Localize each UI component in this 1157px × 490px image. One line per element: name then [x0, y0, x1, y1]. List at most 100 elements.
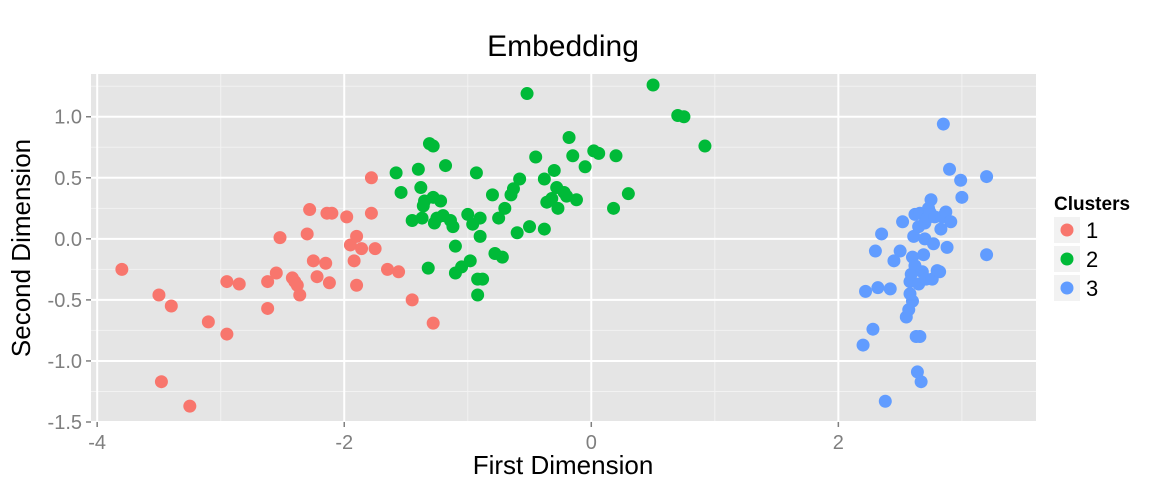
point-cluster-1	[325, 206, 339, 220]
point-cluster-2	[495, 250, 509, 264]
point-cluster-2	[698, 139, 712, 153]
point-cluster-2	[415, 211, 429, 225]
legend-label-3: 3	[1086, 276, 1098, 301]
point-cluster-2	[537, 172, 551, 186]
plot-panel	[91, 74, 1036, 422]
point-cluster-1	[322, 276, 336, 290]
point-cluster-3	[936, 117, 950, 131]
legend-swatch-2	[1060, 252, 1074, 266]
y-axis-ticks: -1.5 -1.0 -0.5 0.0 0.5 1.0	[48, 107, 91, 434]
point-cluster-3	[887, 254, 901, 268]
point-cluster-1	[340, 210, 354, 224]
point-cluster-2	[677, 110, 691, 124]
point-cluster-1	[368, 242, 382, 256]
x-axis-ticks: -4 -2 0 2	[88, 422, 844, 454]
legend-label-2: 2	[1086, 247, 1098, 272]
point-cluster-2	[473, 229, 487, 243]
point-cluster-1	[261, 275, 275, 289]
point-cluster-1	[310, 270, 324, 284]
point-cluster-3	[859, 284, 873, 298]
data-points	[115, 78, 994, 413]
point-cluster-2	[592, 146, 606, 160]
point-cluster-3	[883, 282, 897, 296]
point-cluster-3	[875, 227, 889, 241]
legend: Clusters 1 2 3	[1054, 194, 1130, 301]
point-cluster-3	[944, 215, 958, 229]
point-cluster-1	[220, 327, 234, 341]
point-cluster-1	[319, 256, 333, 270]
x-tick-label: -2	[335, 432, 353, 454]
point-cluster-3	[914, 375, 928, 389]
point-cluster-2	[545, 192, 559, 206]
point-cluster-3	[893, 244, 907, 258]
point-cluster-1	[380, 262, 394, 276]
point-cluster-2	[513, 172, 527, 186]
point-cluster-1	[293, 288, 307, 302]
point-cluster-3	[926, 237, 940, 251]
point-cluster-2	[389, 166, 403, 180]
legend-label-1: 1	[1086, 218, 1098, 243]
point-cluster-2	[560, 189, 574, 203]
point-cluster-3	[924, 193, 938, 207]
point-cluster-3	[868, 244, 882, 258]
point-cluster-2	[566, 149, 580, 163]
point-cluster-2	[463, 254, 477, 268]
point-cluster-2	[439, 159, 453, 173]
point-cluster-1	[164, 299, 178, 313]
point-cluster-3	[955, 190, 969, 204]
point-cluster-2	[562, 130, 576, 144]
point-cluster-1	[350, 278, 364, 292]
point-cluster-3	[907, 229, 921, 243]
point-cluster-1	[269, 266, 283, 280]
y-axis-label: Second Dimension	[6, 139, 36, 357]
point-cluster-1	[115, 262, 129, 276]
point-cluster-1	[392, 265, 406, 279]
point-cluster-1	[232, 277, 246, 291]
y-tick-label: 1.0	[54, 107, 82, 129]
point-cluster-2	[578, 160, 592, 174]
point-cluster-1	[290, 278, 304, 292]
point-cluster-2	[529, 150, 543, 164]
point-cluster-2	[621, 187, 635, 201]
point-cluster-2	[471, 288, 485, 302]
y-tick-label: -0.5	[48, 290, 82, 312]
point-cluster-1	[152, 288, 166, 302]
point-cluster-3	[905, 294, 919, 308]
point-cluster-1	[364, 171, 378, 185]
point-cluster-2	[609, 149, 623, 163]
point-cluster-1	[405, 293, 419, 307]
point-cluster-2	[537, 222, 551, 236]
point-cluster-3	[856, 338, 870, 352]
point-cluster-2	[411, 162, 425, 176]
point-cluster-1	[347, 254, 361, 268]
point-cluster-2	[469, 166, 483, 180]
point-cluster-2	[434, 194, 448, 208]
x-axis-label: First Dimension	[473, 450, 654, 480]
point-cluster-3	[871, 281, 885, 295]
point-cluster-1	[273, 231, 287, 245]
point-cluster-2	[646, 78, 660, 92]
point-cluster-2	[405, 214, 419, 228]
x-tick-label: 2	[833, 432, 844, 454]
point-cluster-2	[414, 181, 428, 195]
point-cluster-2	[476, 272, 490, 286]
point-cluster-2	[569, 193, 583, 207]
point-cluster-1	[355, 242, 369, 256]
point-cluster-2	[421, 261, 435, 275]
point-cluster-2	[510, 226, 524, 240]
point-cluster-1	[220, 275, 234, 289]
legend-swatch-1	[1060, 223, 1074, 237]
point-cluster-1	[183, 399, 197, 413]
point-cluster-3	[878, 394, 892, 408]
x-tick-label: -4	[88, 432, 106, 454]
point-cluster-3	[980, 170, 994, 184]
point-cluster-2	[506, 182, 520, 196]
point-cluster-1	[300, 227, 314, 241]
point-cluster-2	[426, 139, 440, 153]
point-cluster-3	[940, 240, 954, 254]
point-cluster-3	[980, 248, 994, 262]
point-cluster-2	[473, 211, 487, 225]
point-cluster-1	[306, 254, 320, 268]
point-cluster-2	[446, 220, 460, 234]
point-cluster-3	[896, 215, 910, 229]
